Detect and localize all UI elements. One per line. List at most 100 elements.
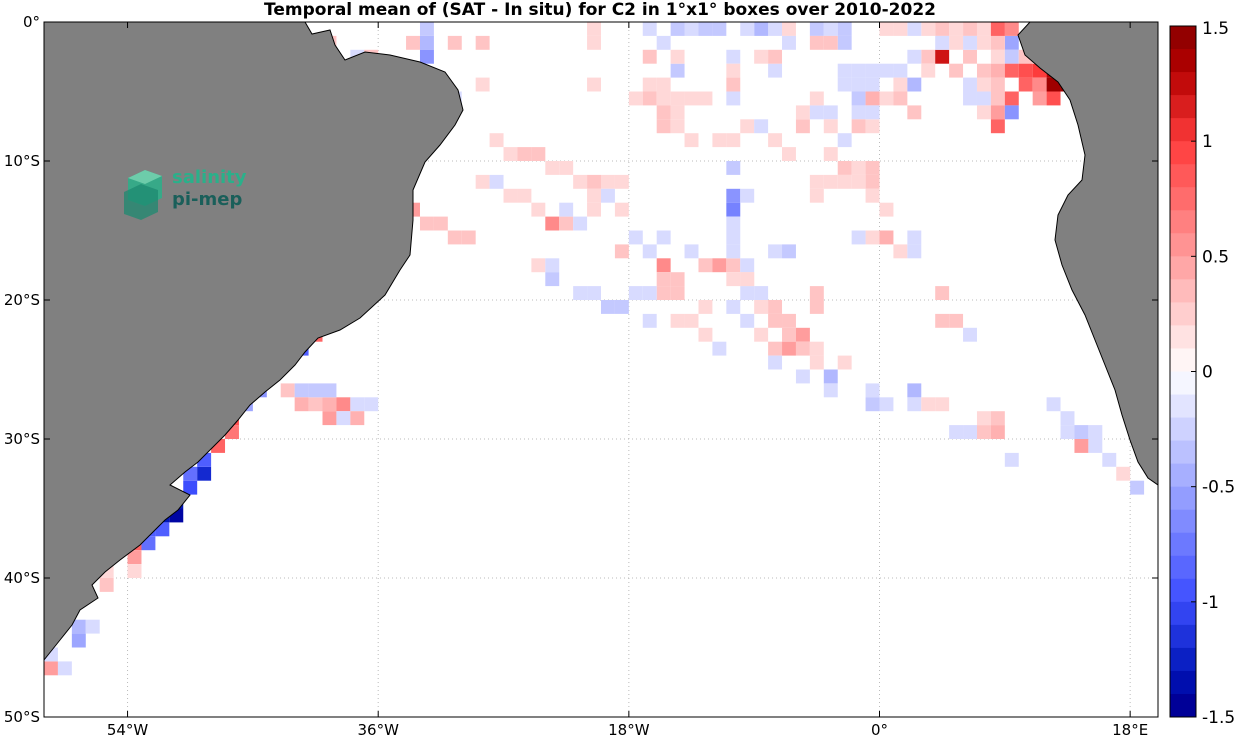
data-cell: [865, 119, 880, 134]
data-cell: [294, 397, 309, 412]
data-cell: [1088, 439, 1103, 453]
data-cell: [573, 216, 588, 231]
map-title: Temporal mean of (SAT - In situ) for C2 …: [264, 0, 936, 20]
data-cell: [628, 286, 643, 300]
data-cell: [698, 258, 713, 273]
data-cell: [559, 202, 574, 217]
data-cell: [809, 91, 824, 106]
data-cell: [809, 300, 824, 314]
data-cell: [587, 188, 601, 203]
data-cell: [406, 35, 420, 50]
data-cell: [614, 244, 629, 259]
data-cell: [754, 300, 769, 314]
data-cell: [963, 77, 977, 92]
data-cell: [308, 383, 323, 398]
data-cell: [893, 77, 908, 92]
data-cell: [907, 105, 922, 120]
colorbar-segment: [1170, 624, 1196, 649]
data-cell: [795, 119, 810, 134]
data-cell: [768, 49, 783, 64]
data-cell: [907, 397, 922, 412]
data-cell: [740, 286, 755, 300]
data-cell: [740, 258, 755, 273]
data-cell: [670, 272, 685, 287]
data-cell: [963, 49, 977, 64]
data-cell: [684, 244, 699, 259]
data-cell: [726, 49, 741, 64]
colorbar-tick-label: -1.5: [1202, 708, 1235, 728]
colorbar-tick-label: 0: [1202, 363, 1213, 383]
colorbar-segment: [1170, 49, 1196, 73]
data-cell: [809, 188, 824, 203]
data-cell: [935, 313, 950, 328]
data-cell: [865, 77, 880, 92]
data-cell: [1004, 49, 1019, 64]
lat-tick-label: 40°S: [4, 569, 40, 587]
lon-tick-label: 54°W: [107, 721, 149, 739]
data-cell: [1004, 91, 1019, 106]
colorbar-segment: [1170, 647, 1196, 672]
data-cell: [740, 22, 755, 36]
data-cell: [559, 216, 574, 231]
data-cell: [670, 286, 685, 300]
data-cell: [963, 91, 977, 106]
data-cell: [809, 355, 824, 370]
data-cell: [921, 49, 936, 64]
data-cell: [670, 49, 685, 64]
data-cell: [879, 63, 894, 78]
data-cell: [1074, 439, 1089, 453]
data-cell: [823, 369, 838, 384]
data-cell: [782, 22, 796, 36]
lat-tick-label: 50°S: [4, 708, 40, 726]
data-cell: [726, 258, 741, 273]
colorbar-tick-label: 1.5: [1202, 19, 1229, 39]
data-cell: [684, 22, 699, 36]
data-cell: [879, 397, 894, 412]
data-cell: [740, 272, 755, 287]
data-cell: [976, 425, 991, 439]
data-cell: [768, 300, 783, 314]
data-cell: [990, 411, 1005, 426]
data-cell: [1032, 91, 1047, 106]
data-cell: [1004, 35, 1019, 50]
data-cell: [587, 35, 601, 50]
data-cell: [976, 105, 991, 120]
data-cell: [823, 35, 838, 50]
data-cell: [489, 174, 504, 189]
axes-frame: [43, 21, 1159, 718]
data-cell: [935, 35, 950, 50]
data-cell: [1004, 452, 1019, 467]
data-cell: [1046, 397, 1061, 412]
data-cell: [559, 161, 574, 175]
colorbar-segment: [1170, 578, 1196, 603]
data-cell: [963, 327, 977, 342]
colorbar-segment: [1170, 95, 1196, 119]
colorbar-segment: [1170, 670, 1196, 695]
data-cell: [503, 147, 518, 161]
data-cell: [990, 105, 1005, 120]
data-cell: [823, 147, 838, 161]
data-cell: [754, 22, 769, 36]
data-cell: [726, 230, 741, 245]
data-cell: [851, 119, 866, 134]
colorbar-segment: [1170, 348, 1196, 372]
data-cell: [879, 22, 894, 36]
data-cell: [656, 119, 671, 134]
data-cell: [893, 244, 908, 259]
data-cell: [851, 161, 866, 175]
colorbar-segment: [1170, 26, 1196, 50]
data-cell: [698, 22, 713, 36]
data-cell: [851, 174, 866, 189]
data-cell: [16, 689, 30, 703]
data-cell: [1018, 77, 1033, 92]
colorbar-segment: [1170, 555, 1196, 580]
colorbar-segment: [1170, 279, 1196, 303]
data-cell: [503, 188, 518, 203]
data-cell: [795, 369, 810, 384]
data-cell: [907, 49, 922, 64]
data-cell: [601, 300, 615, 314]
data-cell: [809, 105, 824, 120]
data-cell: [907, 22, 922, 36]
data-cell: [336, 397, 351, 412]
data-cell: [670, 22, 685, 36]
